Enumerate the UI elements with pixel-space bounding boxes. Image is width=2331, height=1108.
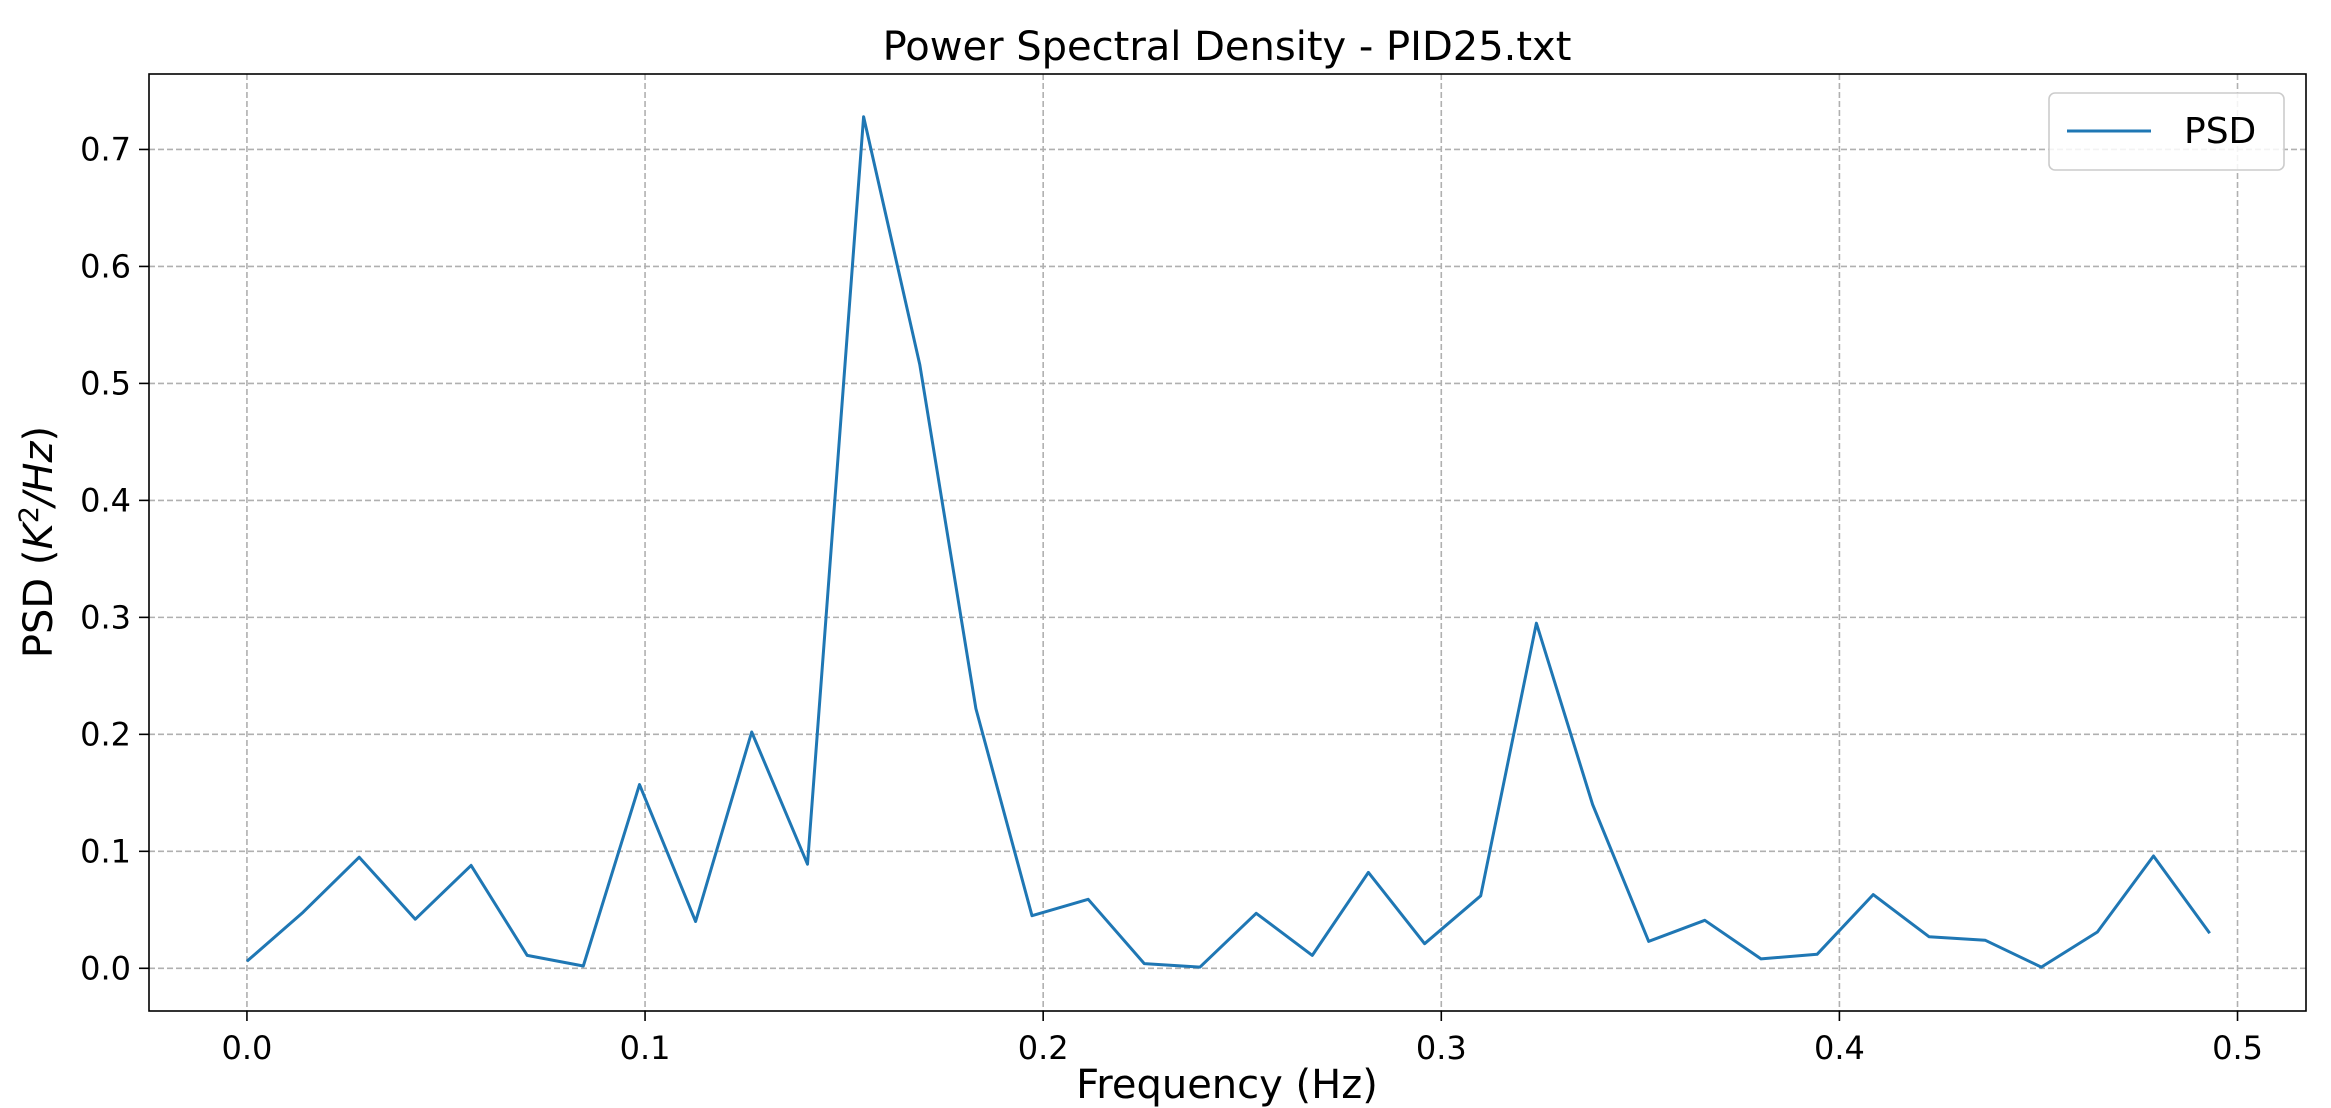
y-tick-label: 0.5: [80, 364, 131, 402]
legend-box: [2048, 92, 2285, 171]
data-point: [1983, 938, 1987, 942]
data-point: [1871, 893, 1875, 897]
data-point: [1759, 957, 1763, 961]
y-axis-label-base: K: [16, 520, 62, 549]
x-tick-label: 0.0: [221, 1029, 272, 1067]
data-point: [974, 707, 978, 711]
x-tick-label: 0.4: [1814, 1029, 1865, 1067]
data-point: [581, 964, 585, 968]
y-tick-label: 0.4: [80, 481, 131, 519]
y-tick-label: 0.0: [80, 949, 131, 987]
y-tick-label: 0.3: [80, 598, 131, 636]
data-point: [1591, 803, 1595, 807]
x-axis-label: Frequency (Hz): [1076, 1062, 1378, 1108]
x-tick-label: 0.2: [1018, 1029, 1069, 1067]
legend: PSD: [2048, 92, 2285, 171]
data-point: [1366, 870, 1370, 874]
data-point: [301, 910, 305, 914]
y-axis-label-prefix: PSD (: [16, 549, 62, 658]
data-point: [918, 363, 922, 367]
data-point: [1534, 621, 1538, 625]
y-tick-label: 0.7: [80, 130, 131, 168]
y-axis-label: PSD (K2/Hz): [14, 426, 62, 658]
series-line-psd: [245, 115, 2211, 969]
data-point: [1423, 942, 1427, 946]
y-tick-label: 0.2: [80, 715, 131, 753]
data-point: [1647, 939, 1651, 943]
x-tick-label: 0.3: [1416, 1029, 1467, 1067]
data-point: [862, 115, 866, 119]
grid-lines: [149, 74, 2306, 1011]
data-point: [1703, 918, 1707, 922]
data-point: [357, 855, 361, 859]
data-point: [1030, 914, 1034, 918]
x-tick-label: 0.5: [2212, 1029, 2263, 1067]
data-point: [2208, 931, 2212, 935]
x-axis-ticks: 0.0 0.1 0.2 0.3 0.4 0.5: [221, 1011, 2263, 1067]
y-axis-label-suffix: /Hz: [16, 441, 62, 510]
x-tick-label: 0.1: [620, 1029, 671, 1067]
data-point: [637, 783, 641, 787]
data-point: [1479, 894, 1483, 898]
data-point: [1310, 953, 1314, 957]
data-point: [2095, 930, 2099, 934]
data-point: [1086, 897, 1090, 901]
legend-label-psd: PSD: [2184, 111, 2256, 152]
data-point: [2039, 965, 2043, 969]
data-point: [1927, 935, 1931, 939]
data-point: [469, 863, 473, 867]
data-point: [525, 953, 529, 957]
y-axis-ticks: 0.0 0.1 0.2 0.3 0.4 0.5 0.6 0.7: [80, 130, 149, 987]
data-point: [1198, 965, 1202, 969]
data-point: [2152, 854, 2156, 858]
y-tick-label: 0.6: [80, 247, 131, 285]
y-tick-label: 0.1: [80, 832, 131, 870]
plot-frame: [148, 73, 2307, 1012]
y-axis-label-superscript: 2: [14, 506, 45, 523]
data-point: [413, 917, 417, 921]
data-point: [245, 959, 249, 963]
series-lines: [245, 115, 2212, 969]
y-axis-label-close: ): [16, 426, 62, 442]
data-point: [1815, 952, 1819, 956]
data-point: [694, 920, 698, 924]
data-point: [805, 862, 809, 866]
data-point: [1142, 962, 1146, 966]
data-point: [1254, 911, 1258, 915]
chart-title: Power Spectral Density - PID25.txt: [883, 24, 1572, 70]
data-point: [750, 730, 754, 734]
